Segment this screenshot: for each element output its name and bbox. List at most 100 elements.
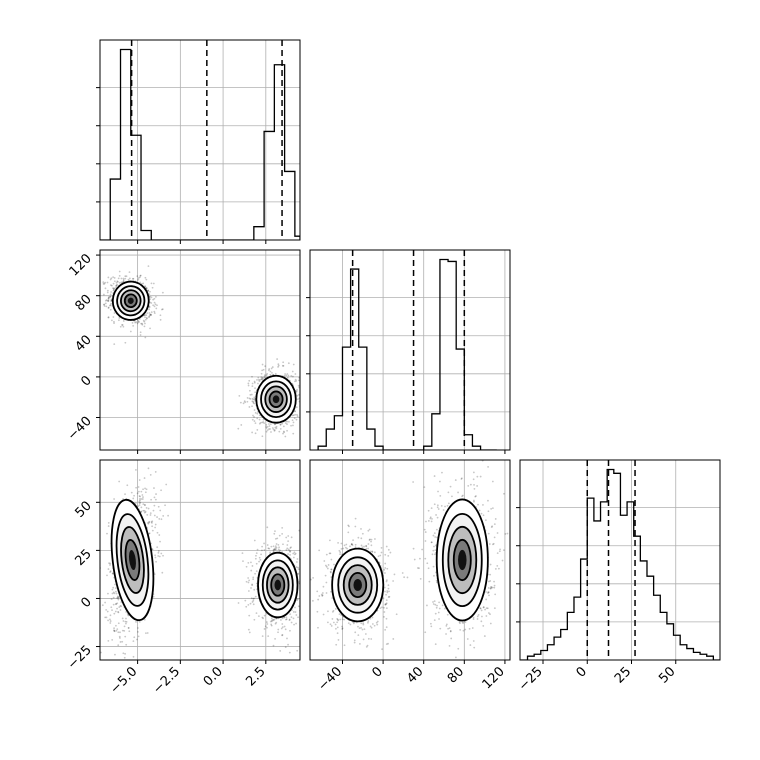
- sample-point: [142, 509, 145, 512]
- sample-point: [292, 414, 295, 417]
- sample-point: [241, 552, 244, 555]
- sample-point: [253, 416, 255, 418]
- density-level-1-4: [274, 579, 282, 591]
- sample-point: [139, 499, 141, 502]
- sample-point: [395, 613, 398, 616]
- sample-point: [487, 591, 490, 594]
- sample-point: [288, 651, 291, 654]
- sample-point: [144, 322, 146, 325]
- sample-point: [261, 421, 263, 424]
- sample-point: [140, 456, 142, 458]
- sample-point: [114, 590, 117, 593]
- sample-point: [432, 534, 435, 537]
- sample-point: [152, 282, 155, 285]
- sample-point: [389, 551, 392, 554]
- sample-point: [388, 590, 390, 593]
- sample-point: [385, 617, 388, 620]
- sample-point: [373, 551, 376, 554]
- sample-point: [321, 592, 324, 594]
- sample-point: [105, 616, 108, 619]
- sample-point: [113, 320, 115, 323]
- sample-point: [275, 548, 277, 551]
- sample-point: [135, 469, 137, 471]
- sample-point: [167, 514, 170, 517]
- sample-point: [119, 641, 122, 643]
- sample-point: [147, 507, 150, 510]
- sample-point: [303, 564, 305, 566]
- sample-point: [445, 633, 447, 635]
- sample-point: [387, 642, 389, 645]
- sample-point: [324, 564, 327, 567]
- sample-point: [109, 295, 112, 298]
- sample-point: [112, 287, 114, 290]
- sample-point: [286, 376, 289, 379]
- sample-point: [104, 601, 107, 604]
- sample-point: [448, 644, 451, 647]
- sample-point: [252, 398, 255, 401]
- sample-point: [367, 637, 370, 640]
- sample-point: [143, 503, 146, 506]
- sample-point: [115, 624, 117, 627]
- sample-point: [384, 603, 387, 606]
- sample-point: [104, 616, 107, 619]
- sample-point: [144, 487, 146, 490]
- sample-point: [144, 316, 146, 319]
- sample-point: [464, 621, 467, 623]
- sample-point: [150, 282, 153, 285]
- sample-point: [325, 592, 328, 594]
- sample-point: [122, 280, 125, 283]
- sample-point: [363, 628, 366, 631]
- sample-point: [124, 635, 127, 638]
- sample-point: [248, 406, 251, 408]
- sample-point: [107, 296, 110, 299]
- sample-point: [247, 384, 250, 387]
- density-level-1-4: [272, 395, 280, 404]
- sample-point: [111, 588, 114, 591]
- sample-point: [282, 364, 285, 367]
- sample-point: [277, 631, 279, 634]
- sample-point: [358, 627, 361, 630]
- sample-point: [369, 617, 372, 620]
- sample-point: [142, 496, 144, 498]
- sample-point: [316, 590, 319, 593]
- sample-point: [248, 579, 251, 582]
- sample-point: [259, 558, 262, 561]
- sample-point: [111, 572, 114, 575]
- sample-point: [296, 394, 299, 397]
- sample-point: [302, 553, 304, 555]
- sample-point: [286, 373, 289, 375]
- sample-point: [491, 507, 494, 510]
- sample-point: [331, 610, 334, 613]
- sample-point: [385, 593, 387, 596]
- sample-point: [107, 525, 110, 527]
- sample-point: [296, 388, 298, 391]
- sample-point: [109, 622, 112, 624]
- sample-point: [493, 584, 496, 587]
- sample-point: [247, 577, 250, 579]
- sample-point: [282, 425, 285, 428]
- sample-point: [370, 538, 373, 541]
- sample-point: [255, 612, 258, 615]
- sample-point: [473, 500, 475, 503]
- sample-point: [109, 304, 111, 307]
- sample-point: [437, 490, 439, 493]
- sample-point: [307, 594, 309, 596]
- sample-point: [253, 402, 256, 405]
- sample-point: [149, 298, 152, 301]
- sample-point: [290, 621, 293, 624]
- sample-point: [381, 648, 383, 651]
- sample-point: [296, 649, 299, 652]
- sample-point: [122, 325, 125, 328]
- sample-point: [266, 372, 269, 375]
- sample-point: [139, 281, 142, 284]
- sample-point: [132, 324, 135, 327]
- sample-point: [273, 618, 276, 621]
- sample-point: [302, 616, 304, 618]
- sample-point: [253, 380, 256, 383]
- sample-point: [350, 543, 353, 546]
- sample-point: [339, 553, 341, 556]
- sample-point: [113, 288, 115, 291]
- sample-point: [237, 602, 240, 604]
- sample-point: [289, 554, 291, 556]
- sample-point: [336, 617, 339, 620]
